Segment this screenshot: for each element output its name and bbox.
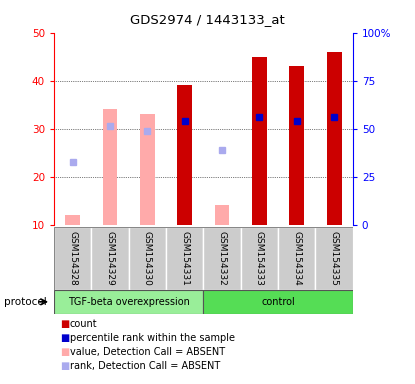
Text: TGF-beta overexpression: TGF-beta overexpression [68, 297, 190, 307]
Text: GSM154335: GSM154335 [330, 231, 339, 286]
Bar [241, 227, 278, 290]
Bar [278, 227, 315, 290]
Text: GSM154330: GSM154330 [143, 231, 152, 286]
Bar [315, 227, 353, 290]
Text: GSM154328: GSM154328 [68, 231, 77, 286]
Text: percentile rank within the sample: percentile rank within the sample [70, 333, 235, 343]
Bar [65, 215, 80, 225]
Bar [289, 66, 304, 225]
Text: GDS2974 / 1443133_at: GDS2974 / 1443133_at [130, 13, 285, 26]
Text: ■: ■ [60, 333, 69, 343]
Bar [103, 109, 117, 225]
Bar [252, 56, 267, 225]
Bar [327, 52, 342, 225]
Bar [203, 290, 353, 314]
Bar [54, 227, 91, 290]
Text: count: count [70, 319, 98, 329]
Bar [91, 227, 129, 290]
Bar [129, 227, 166, 290]
Bar [177, 86, 192, 225]
Text: ■: ■ [60, 347, 69, 357]
Bar [203, 227, 241, 290]
Bar [140, 114, 155, 225]
Text: control: control [261, 297, 295, 307]
Text: GSM154333: GSM154333 [255, 231, 264, 286]
Text: GSM154331: GSM154331 [180, 231, 189, 286]
Text: GSM154334: GSM154334 [292, 231, 301, 286]
Text: ■: ■ [60, 361, 69, 371]
Text: rank, Detection Call = ABSENT: rank, Detection Call = ABSENT [70, 361, 220, 371]
Text: GSM154332: GSM154332 [217, 231, 227, 286]
Bar [54, 290, 203, 314]
Text: GSM154329: GSM154329 [105, 231, 115, 286]
Bar [166, 227, 203, 290]
Bar [215, 205, 229, 225]
Text: protocol: protocol [4, 297, 47, 307]
Text: value, Detection Call = ABSENT: value, Detection Call = ABSENT [70, 347, 225, 357]
Text: ■: ■ [60, 319, 69, 329]
